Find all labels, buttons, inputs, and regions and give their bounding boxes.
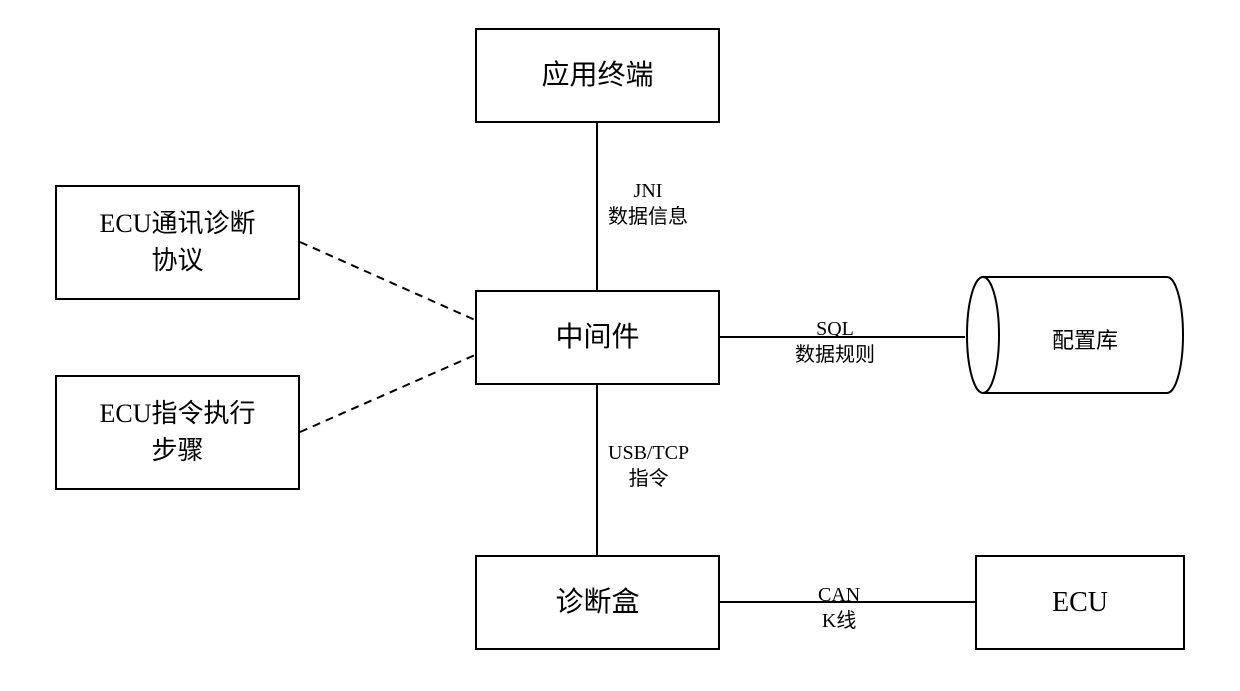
edge-steps-link — [300, 355, 475, 432]
node-ecu-steps: ECU指令执行 步骤 — [55, 375, 300, 490]
node-config-db-label: 配置库 — [975, 323, 1195, 355]
edge-label-sql: SQL 数据规则 — [795, 316, 875, 368]
node-app-terminal-label: 应用终端 — [541, 56, 653, 95]
node-ecu-label: ECU — [1052, 583, 1108, 622]
node-ecu: ECU — [975, 555, 1185, 650]
node-ecu-protocol-label: ECU通讯诊断 协议 — [99, 206, 255, 279]
node-diagnostic-box-label: 诊断盒 — [555, 583, 639, 622]
node-app-terminal: 应用终端 — [475, 28, 720, 123]
edge-protocol-link — [300, 242, 475, 320]
edge-label-can: CAN K线 — [818, 582, 860, 634]
node-diagnostic-box: 诊断盒 — [475, 555, 720, 650]
node-config-db: 配置库 — [965, 275, 1185, 395]
node-middleware-label: 中间件 — [555, 318, 639, 357]
edge-label-usb-tcp: USB/TCP 指令 — [608, 440, 689, 492]
node-ecu-protocol: ECU通讯诊断 协议 — [55, 185, 300, 300]
node-ecu-steps-label: ECU指令执行 步骤 — [99, 396, 255, 469]
node-middleware: 中间件 — [475, 290, 720, 385]
edge-label-jni: JNI 数据信息 — [608, 178, 688, 230]
